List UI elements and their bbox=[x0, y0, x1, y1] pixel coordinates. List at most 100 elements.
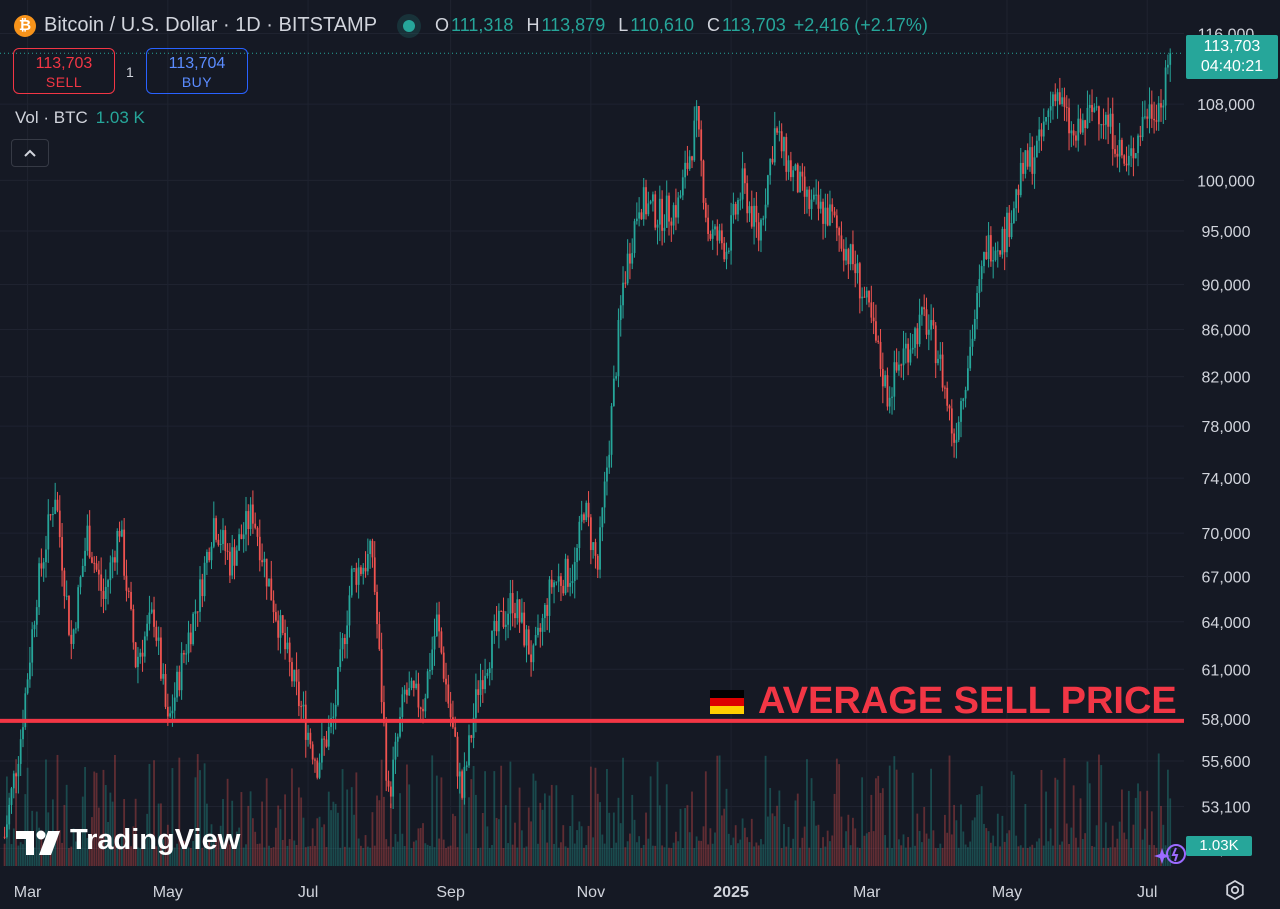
volume-bar bbox=[633, 819, 636, 866]
volume-bar bbox=[1015, 835, 1018, 866]
candle-body bbox=[481, 680, 484, 690]
sell-button[interactable]: 113,703 SELL bbox=[13, 48, 115, 94]
volume-bar bbox=[281, 839, 284, 866]
candle-body bbox=[955, 439, 958, 443]
symbol-title[interactable]: Bitcoin / U.S. Dollar · 1D · BITSTAMP bbox=[44, 14, 378, 36]
candle-body bbox=[203, 562, 206, 597]
candle-body bbox=[438, 614, 441, 632]
candle-body bbox=[387, 780, 390, 787]
candle-body bbox=[750, 206, 753, 227]
volume-bar bbox=[670, 848, 673, 866]
volume-bar bbox=[291, 768, 293, 866]
candle-body bbox=[1075, 135, 1077, 141]
candle-body bbox=[895, 362, 898, 371]
volume-bar bbox=[700, 840, 703, 866]
candle-body bbox=[1116, 153, 1119, 157]
volume-bar bbox=[1127, 790, 1130, 866]
candle-body bbox=[796, 164, 799, 193]
candle-body bbox=[778, 131, 781, 133]
volume-bar bbox=[955, 820, 958, 866]
candle-body bbox=[971, 338, 974, 347]
volume-bar bbox=[764, 755, 767, 866]
candle-body bbox=[355, 568, 358, 585]
candle-body bbox=[187, 632, 190, 654]
volume-bar bbox=[146, 813, 149, 866]
time-tick-label: Mar bbox=[14, 884, 42, 901]
volume-bar bbox=[587, 825, 590, 866]
volume-bar bbox=[996, 813, 999, 866]
candle-body bbox=[532, 645, 535, 663]
collapse-legend-button[interactable] bbox=[11, 139, 49, 167]
volume-bar bbox=[1072, 785, 1075, 866]
volume-bar bbox=[162, 839, 165, 866]
candle-body bbox=[40, 563, 43, 569]
volume-bar bbox=[150, 844, 153, 866]
candle-body bbox=[378, 624, 381, 650]
candle-body bbox=[1065, 106, 1068, 108]
settings-gear-icon[interactable] bbox=[1224, 879, 1246, 901]
candle-body bbox=[1035, 140, 1038, 158]
volume-bar bbox=[757, 845, 760, 866]
volume-bar bbox=[585, 845, 588, 866]
candle-body bbox=[875, 321, 877, 341]
volume-bar bbox=[688, 832, 691, 866]
candle-body bbox=[435, 614, 438, 636]
candle-body bbox=[307, 732, 309, 740]
volume-bar bbox=[362, 847, 365, 866]
price-axis[interactable]: 116,000108,000100,00095,00090,00086,0008… bbox=[1197, 26, 1255, 858]
volume-bar bbox=[357, 838, 360, 866]
volume-bar bbox=[206, 803, 208, 866]
candle-body bbox=[817, 194, 820, 209]
volume-bar bbox=[263, 847, 266, 866]
candle-body bbox=[346, 625, 349, 645]
volume-bar bbox=[583, 847, 585, 866]
volume-bar bbox=[732, 837, 735, 866]
volume-bar bbox=[849, 845, 852, 866]
volume-bar bbox=[369, 847, 372, 866]
volume-bar bbox=[123, 799, 126, 866]
volume-bar bbox=[68, 847, 70, 866]
volume-bar bbox=[1063, 758, 1066, 866]
volume-bar bbox=[978, 794, 981, 866]
volume-bar bbox=[118, 847, 121, 866]
volume-bar bbox=[288, 839, 291, 866]
candle-body bbox=[116, 531, 119, 563]
candle-body bbox=[548, 579, 551, 616]
volume-bar bbox=[320, 827, 323, 866]
candle-body bbox=[341, 637, 344, 650]
time-axis[interactable]: Mar May Jul Sep Nov 2025 Mar May Jul bbox=[14, 884, 1158, 901]
volume-bar bbox=[307, 846, 309, 866]
candle-body bbox=[302, 704, 305, 707]
volume-bar bbox=[311, 828, 314, 866]
time-tick-label: Jul bbox=[298, 884, 318, 901]
candle-body bbox=[429, 669, 431, 672]
germany-flag-icon bbox=[710, 689, 744, 714]
candle-body bbox=[675, 205, 677, 218]
candle-body bbox=[612, 378, 615, 407]
candle-body bbox=[130, 591, 132, 610]
volume-bar bbox=[537, 843, 539, 866]
volume-bar bbox=[672, 842, 675, 866]
quantity-value[interactable]: 1 bbox=[126, 64, 134, 80]
sparkle-icon[interactable] bbox=[1154, 840, 1188, 870]
candle-body bbox=[564, 558, 567, 594]
volume-bar bbox=[132, 826, 135, 866]
volume-bar bbox=[858, 847, 861, 866]
candle-body bbox=[969, 346, 972, 369]
volume-bar bbox=[592, 837, 595, 866]
volume-bar bbox=[102, 769, 105, 866]
candle-body bbox=[645, 187, 647, 215]
volume-bar bbox=[962, 831, 965, 866]
volume-bar bbox=[235, 831, 238, 866]
candle-body bbox=[1049, 106, 1052, 111]
volume-bar bbox=[601, 834, 604, 866]
candle-body bbox=[661, 198, 664, 231]
high-value: 113,879 bbox=[541, 15, 606, 35]
candle-body bbox=[580, 514, 583, 522]
candle-body bbox=[70, 634, 73, 644]
volume-bar bbox=[1022, 847, 1024, 866]
candle-body bbox=[601, 507, 604, 528]
candle-body bbox=[31, 629, 34, 663]
buy-button[interactable]: 113,704 BUY bbox=[146, 48, 248, 94]
